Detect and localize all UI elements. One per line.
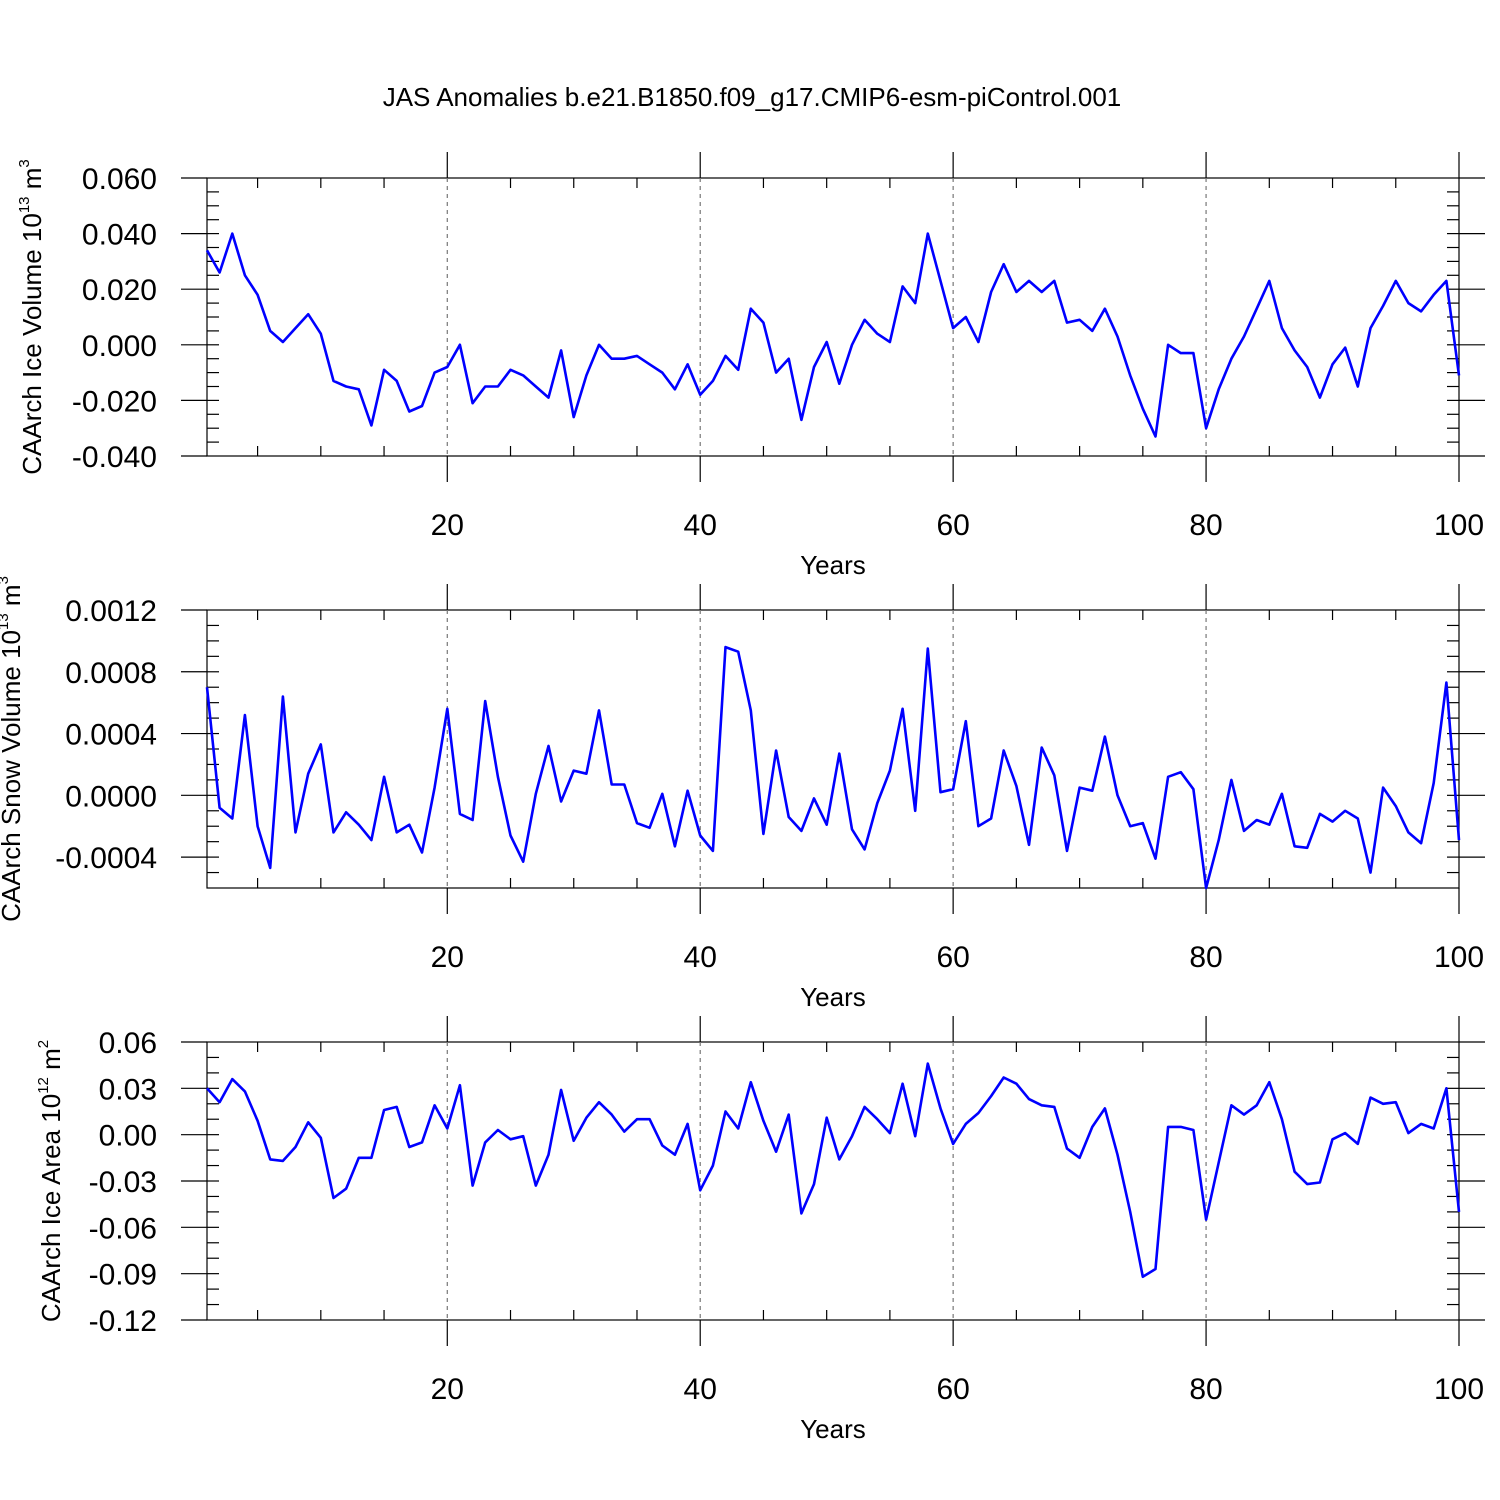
y-tick-label: 0.00 bbox=[99, 1120, 157, 1153]
y-tick-label: 0.0008 bbox=[65, 657, 157, 690]
x-tick-label: 60 bbox=[936, 509, 969, 542]
y-axis-label: CAArch Ice Volume 1013 m3 bbox=[16, 159, 47, 475]
y-axis-label: CAArch Ice Area 1012 m2 bbox=[35, 1040, 66, 1322]
x-tick-label: 100 bbox=[1434, 509, 1484, 542]
y-tick-label: 0.020 bbox=[82, 274, 157, 307]
y-tick-label: -0.040 bbox=[72, 441, 157, 474]
y-tick-label: -0.06 bbox=[89, 1212, 157, 1245]
y-tick-label: 0.0004 bbox=[65, 719, 157, 752]
y-tick-label: -0.03 bbox=[89, 1166, 157, 1199]
y-tick-label: 0.0000 bbox=[65, 780, 157, 813]
ice-volume-panel: -0.040 -0.020 0.000 0.020 0.040 0.060 20 40 60 8… bbox=[16, 152, 1485, 580]
y-tick-label: 0.060 bbox=[82, 163, 157, 196]
y-tick-label: -0.0004 bbox=[55, 842, 157, 875]
y-tick-label: 0.000 bbox=[82, 330, 157, 363]
x-tick-label: 60 bbox=[936, 1373, 969, 1406]
y-tick-label: -0.020 bbox=[72, 385, 157, 418]
x-tick-label: 80 bbox=[1189, 1373, 1222, 1406]
x-tick-label: 40 bbox=[684, 1373, 717, 1406]
y-tick-label: 0.0012 bbox=[65, 595, 157, 628]
y-axis-label: CAArch Snow Volume 1013 m3 bbox=[0, 576, 26, 922]
y-tick-label: -0.09 bbox=[89, 1259, 157, 1292]
snow-volume-panel: -0.0004 0.0000 0.0004 0.0008 0.0012 20 40 60 80… bbox=[0, 576, 1485, 1012]
y-tick-label: 0.06 bbox=[99, 1027, 157, 1060]
figure-title: JAS Anomalies b.e21.B1850.f09_g17.CMIP6-… bbox=[383, 82, 1122, 112]
x-tick-label: 40 bbox=[684, 509, 717, 542]
x-tick-label: 60 bbox=[936, 941, 969, 974]
ice-area-panel: -0.12 -0.09 -0.06 -0.03 0.00 0.03 0.06 20 40 60 8… bbox=[35, 1016, 1485, 1444]
x-axis-label: Years bbox=[800, 550, 866, 580]
plot-frame bbox=[206, 1041, 1460, 1321]
y-tick-label: 0.03 bbox=[99, 1073, 157, 1106]
snow-volume-series-line bbox=[205, 645, 1461, 890]
x-tick-label: 20 bbox=[431, 941, 464, 974]
x-tick-label: 80 bbox=[1189, 941, 1222, 974]
x-tick-label: 20 bbox=[431, 1373, 464, 1406]
x-tick-label: 100 bbox=[1434, 941, 1484, 974]
plot-frame bbox=[206, 177, 1460, 457]
plot-frame bbox=[206, 609, 1460, 889]
ice-area-series-line bbox=[206, 1062, 1461, 1279]
x-tick-label: 80 bbox=[1189, 509, 1222, 542]
y-tick-label: 0.040 bbox=[82, 219, 157, 252]
y-tick-label: -0.12 bbox=[89, 1305, 157, 1338]
x-tick-label: 20 bbox=[431, 509, 464, 542]
x-tick-label: 40 bbox=[684, 941, 717, 974]
x-axis-label: Years bbox=[800, 982, 866, 1012]
x-axis-label: Years bbox=[800, 1414, 866, 1444]
x-tick-label: 100 bbox=[1434, 1373, 1484, 1406]
ice-volume-series-line bbox=[205, 232, 1461, 438]
